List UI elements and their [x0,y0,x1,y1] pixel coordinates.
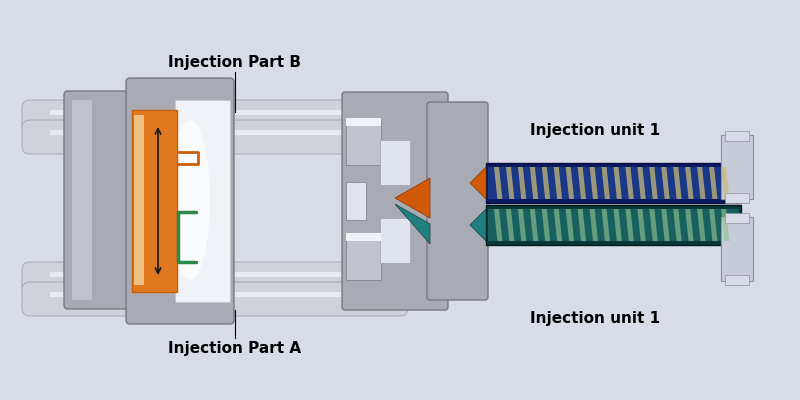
Bar [346,235,381,280]
Polygon shape [506,167,514,199]
FancyBboxPatch shape [427,102,488,300]
Polygon shape [395,178,430,218]
Polygon shape [638,167,646,199]
Polygon shape [566,167,574,199]
Bar [725,275,749,285]
Polygon shape [674,209,682,241]
Bar [380,218,410,263]
Text: Injection Part B: Injection Part B [169,54,302,70]
Polygon shape [674,167,682,199]
Polygon shape [721,167,730,199]
Bar [725,193,749,203]
Polygon shape [395,204,430,244]
FancyBboxPatch shape [22,100,408,134]
Polygon shape [530,167,538,199]
Polygon shape [638,209,646,241]
Bar [50,130,390,135]
Bar [134,115,144,285]
FancyBboxPatch shape [22,262,408,296]
Polygon shape [506,209,514,241]
Polygon shape [590,167,598,199]
Bar [346,233,381,241]
Bar [346,118,381,126]
Polygon shape [709,167,718,199]
Bar [72,100,92,300]
Polygon shape [721,209,730,241]
Polygon shape [530,209,538,241]
Polygon shape [554,209,562,241]
Bar [132,110,177,292]
Bar [346,182,366,220]
FancyBboxPatch shape [64,91,132,309]
Polygon shape [578,209,586,241]
Bar [50,292,390,297]
Polygon shape [494,167,502,199]
FancyBboxPatch shape [126,78,234,324]
Polygon shape [602,167,610,199]
Polygon shape [650,167,658,199]
Polygon shape [602,209,610,241]
Bar [486,163,741,203]
FancyBboxPatch shape [22,120,408,154]
Polygon shape [494,209,502,241]
Bar [488,167,739,199]
Bar [380,140,410,185]
Polygon shape [709,209,718,241]
Polygon shape [542,209,550,241]
Text: Injection unit 1: Injection unit 1 [530,310,660,326]
Polygon shape [614,167,622,199]
Polygon shape [566,209,574,241]
Polygon shape [626,167,634,199]
Text: Injection unit 1: Injection unit 1 [530,122,660,138]
Polygon shape [697,167,706,199]
Bar [488,209,739,241]
Polygon shape [518,167,526,199]
Bar [50,272,390,277]
Polygon shape [697,209,706,241]
Bar [486,205,741,245]
Polygon shape [590,209,598,241]
Polygon shape [542,167,550,199]
Bar [175,100,230,302]
Bar [725,131,749,141]
Bar [721,135,753,199]
Ellipse shape [170,120,210,280]
Polygon shape [685,209,694,241]
Polygon shape [685,167,694,199]
Polygon shape [470,167,486,199]
Polygon shape [614,209,622,241]
Polygon shape [578,167,586,199]
Polygon shape [662,209,670,241]
Bar [346,120,381,165]
Bar [721,217,753,281]
Polygon shape [626,209,634,241]
FancyBboxPatch shape [22,282,408,316]
Bar [725,213,749,223]
Polygon shape [470,209,486,241]
FancyBboxPatch shape [342,92,448,310]
Bar [50,110,390,115]
Polygon shape [518,209,526,241]
Polygon shape [650,209,658,241]
Polygon shape [662,167,670,199]
Polygon shape [554,167,562,199]
Text: Injection Part A: Injection Part A [169,340,302,356]
